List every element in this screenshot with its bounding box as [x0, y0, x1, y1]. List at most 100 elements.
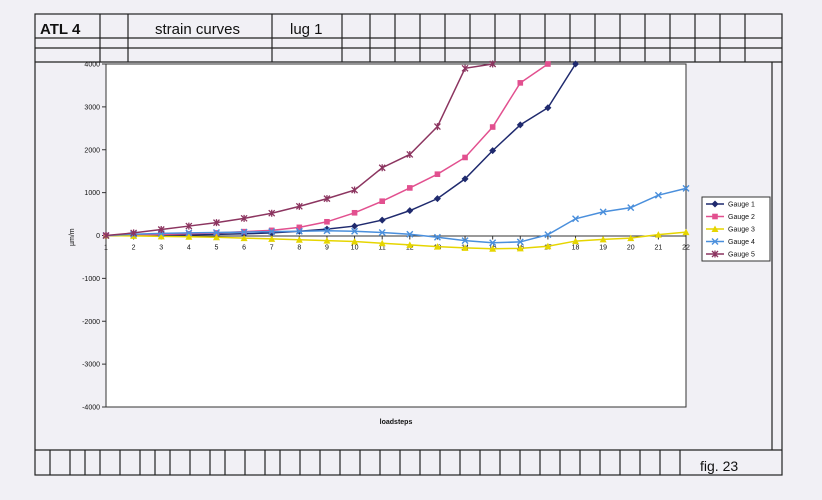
y-tick-label: 3000 — [84, 104, 100, 111]
x-tick-label: 5 — [215, 245, 219, 252]
legend-label: Gauge 3 — [728, 227, 755, 234]
data-point — [185, 222, 193, 230]
data-point — [268, 228, 276, 236]
legend-label: Gauge 4 — [728, 239, 755, 246]
x-tick-label: 21 — [654, 245, 662, 252]
data-point — [406, 230, 414, 238]
data-point — [351, 238, 359, 245]
data-point — [433, 123, 441, 131]
legend-label: Gauge 1 — [728, 202, 755, 209]
data-point — [654, 191, 662, 199]
data-point — [157, 232, 165, 240]
data-point — [323, 195, 331, 203]
data-point — [324, 218, 330, 225]
data-point — [295, 227, 303, 235]
x-tick-label: 18 — [572, 245, 580, 252]
page-subtitle: lug 1 — [290, 21, 323, 38]
legend-item: Gauge 5 — [706, 250, 755, 259]
data-point — [627, 234, 635, 242]
legend-marker — [711, 250, 719, 258]
data-point — [323, 237, 331, 244]
y-tick-label: 4000 — [84, 62, 100, 69]
data-point — [351, 222, 359, 230]
data-point — [378, 216, 386, 224]
legend-label: Gauge 2 — [728, 214, 755, 221]
data-point — [599, 208, 607, 216]
y-axis: 4000 3000 2000 1000 0 -1000 -2000 -3000 -4000 — [82, 62, 106, 412]
x-tick-label: 11 — [379, 245, 386, 252]
y-tick-label: -3000 — [82, 362, 100, 369]
x-tick-label: 3 — [159, 245, 163, 252]
data-point — [434, 171, 441, 177]
legend: Gauge 1 Gauge 2 Gauge 3 Gauge 4 Gauge 5 — [701, 196, 771, 262]
x-tick-label: 7 — [270, 245, 274, 252]
legend-item: Gauge 1 — [706, 200, 755, 209]
page-title: strain curves — [155, 21, 241, 38]
data-point — [295, 236, 303, 243]
data-point — [268, 235, 276, 242]
x-tick-label: 20 — [627, 245, 635, 252]
legend-item: Gauge 4 — [706, 238, 755, 246]
series-group — [102, 60, 690, 252]
data-point — [130, 229, 138, 237]
data-point — [489, 147, 497, 155]
data-point — [295, 202, 303, 210]
legend-marker — [711, 238, 719, 245]
data-point — [433, 195, 441, 203]
y-axis-label: µm/m — [69, 228, 76, 246]
y-tick-label: -4000 — [82, 405, 100, 412]
x-tick-label: 6 — [242, 245, 246, 252]
data-point — [240, 214, 248, 222]
series-line — [105, 187, 687, 244]
data-point — [489, 245, 497, 252]
data-point — [627, 204, 635, 212]
data-point — [461, 175, 469, 183]
x-tick-label: 8 — [297, 245, 301, 252]
data-point — [268, 209, 276, 217]
series-gauge-4 — [102, 184, 690, 247]
data-point — [351, 227, 359, 235]
data-point — [516, 238, 524, 246]
x-tick-label: 12 — [406, 245, 414, 252]
data-point — [213, 219, 220, 227]
data-point — [212, 233, 220, 241]
legend-item: Gauge 2 — [706, 213, 755, 221]
y-tick-label: -2000 — [82, 319, 100, 326]
data-point — [185, 229, 193, 237]
legend-marker — [711, 225, 719, 232]
data-point — [682, 228, 690, 236]
series-gauge-3 — [102, 228, 690, 252]
data-point — [407, 185, 413, 191]
legend-item: Gauge 3 — [706, 225, 755, 234]
data-point — [516, 244, 524, 252]
y-tick-label: 0 — [96, 233, 100, 240]
document-id-label: ATL 4 — [40, 21, 81, 38]
data-point — [572, 215, 580, 223]
data-point — [489, 124, 496, 130]
data-point — [433, 243, 441, 250]
series-line — [105, 63, 577, 237]
data-point — [516, 121, 524, 129]
legend-marker — [712, 213, 718, 220]
data-point — [433, 233, 441, 241]
data-point — [240, 228, 248, 236]
x-tick-label: 22 — [682, 245, 690, 252]
series-line — [105, 231, 687, 250]
data-point — [572, 60, 580, 68]
legend-label: Gauge 5 — [728, 252, 755, 259]
x-axis-label: loadsteps — [380, 419, 413, 426]
x-tick-label: 9 — [325, 245, 329, 252]
legend-marker — [711, 200, 719, 208]
data-point — [378, 229, 386, 236]
data-point — [378, 239, 386, 247]
data-point — [212, 229, 220, 236]
data-point — [379, 198, 385, 204]
data-point — [489, 239, 497, 247]
data-point — [544, 104, 552, 112]
data-point — [461, 244, 469, 251]
series-gauge-5 — [102, 60, 497, 239]
data-point — [406, 150, 414, 158]
x-tick-label: 4 — [187, 245, 191, 252]
y-tick-label: 2000 — [84, 147, 100, 154]
